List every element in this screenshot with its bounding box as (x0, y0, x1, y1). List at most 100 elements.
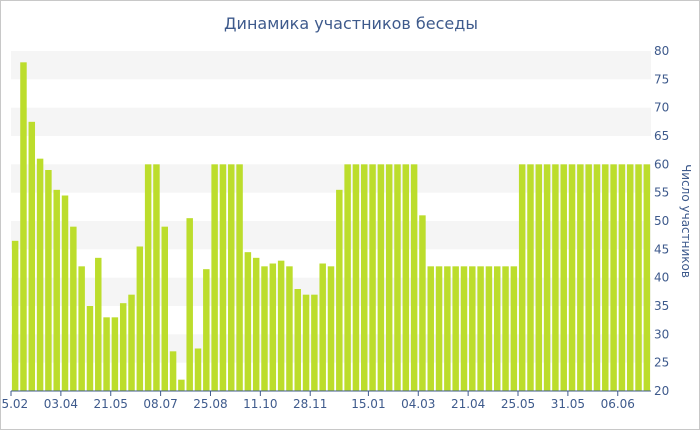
grid-band (11, 107, 651, 136)
bar (78, 266, 85, 391)
bar (618, 164, 626, 391)
x-tick-label: 15.02 (1, 397, 28, 411)
y-tick-label: 80 (654, 44, 669, 58)
bar (261, 266, 268, 391)
bars (11, 62, 651, 391)
bar (485, 266, 493, 391)
bar (369, 164, 376, 391)
bar (410, 164, 418, 391)
x-tick-label: 25.05 (501, 397, 535, 411)
bar (568, 164, 576, 391)
bar (585, 164, 592, 391)
bar (510, 266, 518, 391)
bar (319, 263, 326, 391)
bar (61, 195, 69, 391)
y-tick-label: 50 (654, 214, 669, 228)
bar (427, 266, 434, 391)
bar (236, 164, 243, 391)
bar (244, 252, 252, 391)
x-tick-label: 08.07 (143, 397, 177, 411)
bar (53, 189, 60, 391)
bar (252, 257, 260, 391)
x-axis: 15.02 03.04 21.05 08.07 25.08 11.10 28.11 15.01… (1, 391, 635, 411)
bar (169, 351, 177, 391)
bar (286, 266, 293, 391)
bar (402, 164, 410, 391)
y-tick-label: 65 (654, 129, 669, 143)
bar (45, 170, 52, 391)
y-tick-label: 20 (654, 384, 669, 398)
bar (311, 294, 318, 391)
y-axis-label: Число участников (679, 164, 693, 278)
bar (86, 306, 94, 391)
bar (103, 317, 110, 391)
y-tick-label: 45 (654, 242, 669, 256)
bar (602, 164, 609, 391)
y-tick-label: 30 (654, 327, 669, 341)
bar (277, 260, 285, 391)
bar (153, 164, 160, 391)
y-tick-label: 55 (654, 186, 669, 200)
x-tick-label: 21.04 (451, 397, 485, 411)
chart-title: Динамика участников беседы (224, 14, 478, 33)
bar (626, 164, 634, 391)
bar (111, 317, 119, 391)
bar (95, 257, 102, 391)
bar (394, 164, 401, 391)
bar (128, 294, 135, 391)
bar (593, 164, 601, 391)
bar (477, 266, 484, 391)
x-tick-label: 03.04 (44, 397, 78, 411)
x-tick-label: 21.05 (94, 397, 128, 411)
bar (294, 289, 301, 391)
y-tick-label: 35 (654, 299, 669, 313)
y-tick-label: 60 (654, 157, 669, 171)
bar (385, 164, 393, 391)
bar (302, 294, 310, 391)
x-tick-label: 25.08 (193, 397, 227, 411)
bar (518, 164, 526, 391)
y-tick-label: 70 (654, 101, 669, 115)
bar (20, 62, 27, 391)
x-tick-label: 11.10 (243, 397, 277, 411)
bar (444, 266, 451, 391)
y-tick-label: 75 (654, 72, 669, 86)
bar (194, 348, 202, 391)
bar (211, 164, 218, 391)
bar (493, 266, 501, 391)
bar (361, 164, 368, 391)
bar (203, 269, 210, 391)
bar (344, 164, 351, 391)
bar (377, 164, 385, 391)
bar (178, 379, 185, 391)
bar (161, 226, 168, 391)
bar (543, 164, 551, 391)
bar (452, 266, 459, 391)
x-tick-label: 31.05 (551, 397, 585, 411)
bar (469, 266, 476, 391)
bar (144, 164, 152, 391)
bar (552, 164, 559, 391)
y-tick-label: 25 (654, 356, 669, 370)
x-tick-label: 06.06 (601, 397, 635, 411)
bar (28, 121, 36, 391)
y-axis: 20 25 30 35 40 45 50 55 60 65 70 75 80 (654, 44, 669, 398)
bar (535, 164, 543, 391)
y-tick-label: 40 (654, 271, 669, 285)
bar (527, 164, 534, 391)
bar (502, 266, 509, 391)
bar (228, 164, 235, 391)
bar (327, 266, 335, 391)
bar (219, 164, 227, 391)
bar (119, 303, 127, 391)
bar (136, 246, 144, 391)
x-tick-label: 28.11 (293, 397, 327, 411)
bar (36, 158, 44, 391)
bar (336, 189, 343, 391)
bar (11, 240, 19, 391)
bar (352, 164, 360, 391)
bar (419, 215, 426, 391)
x-tick-label: 15.01 (351, 397, 385, 411)
